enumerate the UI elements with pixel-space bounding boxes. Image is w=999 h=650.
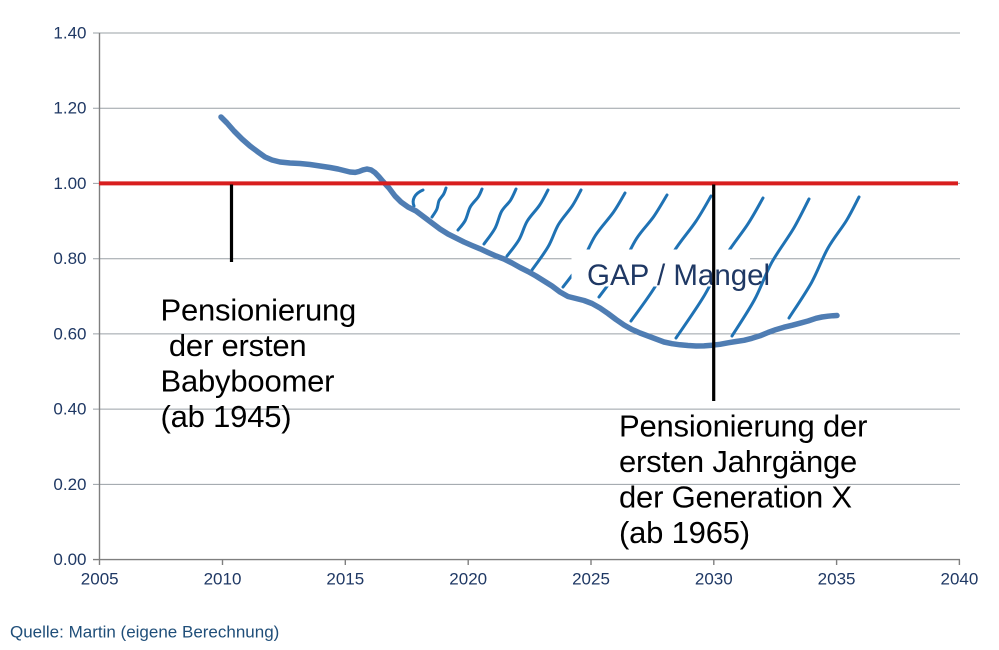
svg-text:2005: 2005 [81, 570, 119, 589]
svg-text:2030: 2030 [695, 570, 733, 589]
svg-text:2015: 2015 [326, 570, 364, 589]
svg-text:2040: 2040 [940, 570, 978, 589]
svg-text:GAP / Mangel: GAP / Mangel [587, 259, 770, 292]
svg-text:2035: 2035 [818, 570, 856, 589]
svg-text:0.20: 0.20 [53, 475, 86, 494]
svg-text:0.80: 0.80 [53, 249, 86, 268]
svg-text:(ab 1945): (ab 1945) [161, 399, 292, 434]
svg-text:0.00: 0.00 [53, 550, 86, 569]
svg-text:1.00: 1.00 [53, 174, 86, 193]
svg-text:Quelle: Martin (eigene Berechn: Quelle: Martin (eigene Berechnung) [10, 623, 279, 642]
svg-text:2025: 2025 [572, 570, 610, 589]
svg-text:der ersten: der ersten [169, 328, 307, 363]
svg-text:Pensionierung: Pensionierung [161, 293, 357, 328]
svg-text:2010: 2010 [204, 570, 242, 589]
svg-text:1.40: 1.40 [53, 24, 86, 43]
svg-text:2020: 2020 [449, 570, 487, 589]
svg-text:der Generation X: der Generation X [619, 480, 852, 515]
svg-text:Pensionierung der: Pensionierung der [619, 409, 867, 444]
svg-text:(ab 1965): (ab 1965) [619, 515, 750, 550]
svg-text:0.60: 0.60 [53, 324, 86, 343]
svg-text:0.40: 0.40 [53, 400, 86, 419]
svg-text:1.20: 1.20 [53, 99, 86, 118]
svg-text:Babyboomer: Babyboomer [161, 364, 335, 399]
svg-text:ersten Jahrgänge: ersten Jahrgänge [619, 444, 857, 479]
